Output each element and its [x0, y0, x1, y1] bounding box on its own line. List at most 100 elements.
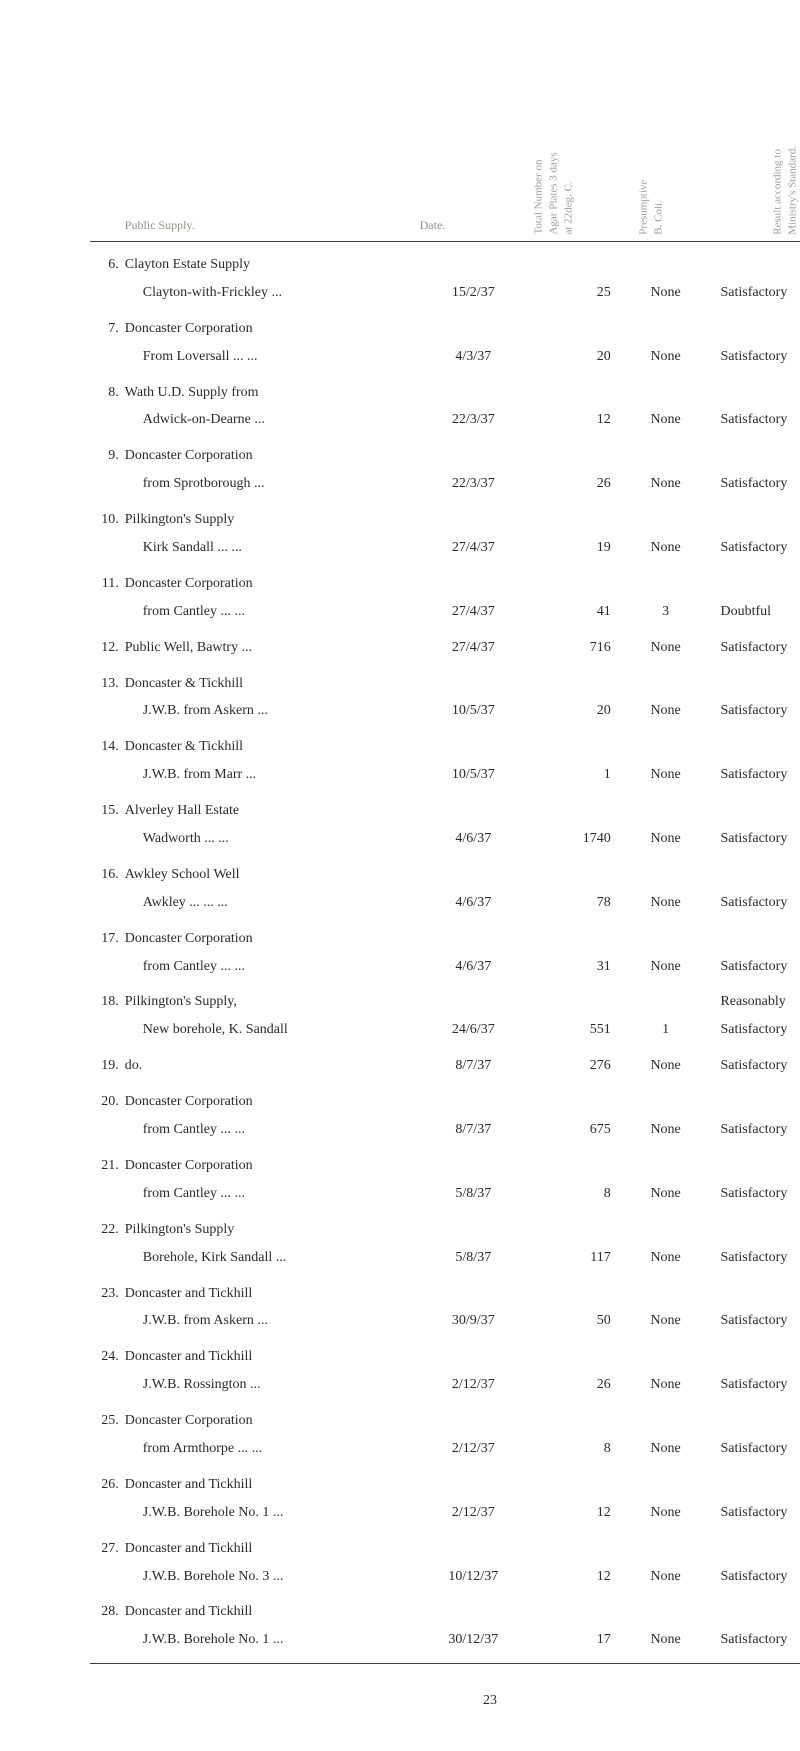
row-result: Satisfactory	[710, 1115, 800, 1143]
table-row: 24.Doncaster and Tickhill	[90, 1334, 800, 1370]
table-row: 16.Awkley School Well	[90, 852, 800, 888]
row-total: 276	[531, 1043, 621, 1079]
row-result	[710, 788, 800, 824]
row-result	[710, 1271, 800, 1307]
row-desc: from Cantley ... ...	[121, 1179, 416, 1207]
row-total: 26	[531, 1370, 621, 1398]
row-date: 8/7/37	[416, 1115, 531, 1143]
row-date: 30/12/37	[416, 1625, 531, 1653]
row-date	[416, 1589, 531, 1625]
row-total	[531, 370, 621, 406]
row-total	[531, 661, 621, 697]
row-number	[90, 1015, 121, 1043]
row-pres	[621, 242, 711, 278]
row-pres	[621, 979, 711, 1015]
table-row: from Cantley ... ...8/7/37675NoneSatisfa…	[90, 1115, 800, 1143]
row-date	[416, 1271, 531, 1307]
row-result	[710, 561, 800, 597]
row-total: 551	[531, 1015, 621, 1043]
row-desc: Awkley ... ... ...	[121, 888, 416, 916]
table-row: 25.Doncaster Corporation	[90, 1398, 800, 1434]
row-total: 12	[531, 405, 621, 433]
row-result	[710, 916, 800, 952]
table-row: From Loversall ... ...4/3/3720NoneSatisf…	[90, 342, 800, 370]
row-desc: New borehole, K. Sandall	[121, 1015, 416, 1043]
row-total	[531, 1334, 621, 1370]
row-desc: from Cantley ... ...	[121, 952, 416, 980]
row-desc: J.W.B. Rossington ...	[121, 1370, 416, 1398]
row-date: 22/3/37	[416, 469, 531, 497]
row-date	[416, 788, 531, 824]
table-row: from Cantley ... ...4/6/3731NoneSatisfac…	[90, 952, 800, 980]
row-date: 22/3/37	[416, 405, 531, 433]
row-total	[531, 1079, 621, 1115]
table-row: 17.Doncaster Corporation	[90, 916, 800, 952]
row-pres: None	[621, 760, 711, 788]
table-row: 15.Alverley Hall Estate	[90, 788, 800, 824]
row-result	[710, 242, 800, 278]
row-total	[531, 306, 621, 342]
row-total	[531, 852, 621, 888]
row-date	[416, 916, 531, 952]
row-total	[531, 1143, 621, 1179]
table-row: 8.Wath U.D. Supply from	[90, 370, 800, 406]
row-pres	[621, 1589, 711, 1625]
row-total	[531, 979, 621, 1015]
row-pres: None	[621, 278, 711, 306]
row-date	[416, 370, 531, 406]
row-pres: None	[621, 1115, 711, 1143]
row-total	[531, 1526, 621, 1562]
row-desc: Doncaster Corporation	[121, 561, 416, 597]
row-date: 10/12/37	[416, 1562, 531, 1590]
row-pres: None	[621, 1243, 711, 1271]
row-date	[416, 306, 531, 342]
row-total	[531, 497, 621, 533]
row-desc: Doncaster and Tickhill	[121, 1526, 416, 1562]
row-desc: Awkley School Well	[121, 852, 416, 888]
table-row: 7.Doncaster Corporation	[90, 306, 800, 342]
row-number	[90, 342, 121, 370]
row-total	[531, 561, 621, 597]
row-total: 675	[531, 1115, 621, 1143]
table-row: Borehole, Kirk Sandall ...5/8/37117NoneS…	[90, 1243, 800, 1271]
row-result	[710, 1526, 800, 1562]
row-date	[416, 1143, 531, 1179]
table-row: 10.Pilkington's Supply	[90, 497, 800, 533]
row-total: 19	[531, 533, 621, 561]
table-row: 9.Doncaster Corporation	[90, 433, 800, 469]
row-pres: None	[621, 1498, 711, 1526]
row-pres: None	[621, 625, 711, 661]
row-total: 12	[531, 1498, 621, 1526]
row-date: 30/9/37	[416, 1306, 531, 1334]
col-header-presumptive: Presumptive B. Coli.	[621, 120, 711, 242]
row-date: 4/6/37	[416, 824, 531, 852]
col-header-total: Total Number on Agar Plates 3 days at 22…	[531, 120, 621, 242]
table-row: New borehole, K. Sandall24/6/375511Satis…	[90, 1015, 800, 1043]
row-date: 27/4/37	[416, 597, 531, 625]
row-pres: None	[621, 342, 711, 370]
row-result: Satisfactory	[710, 1625, 800, 1653]
row-date	[416, 852, 531, 888]
row-result	[710, 1334, 800, 1370]
row-date: 10/5/37	[416, 696, 531, 724]
row-desc: Borehole, Kirk Sandall ...	[121, 1243, 416, 1271]
row-result: Satisfactory	[710, 469, 800, 497]
table-row: Clayton-with-Frickley ...15/2/3725NoneSa…	[90, 278, 800, 306]
row-number: 7.	[90, 306, 121, 342]
table-row: Awkley ... ... ...4/6/3778NoneSatisfacto…	[90, 888, 800, 916]
row-number: 19.	[90, 1043, 121, 1079]
row-total: 716	[531, 625, 621, 661]
row-result: Satisfactory	[710, 1498, 800, 1526]
row-number: 8.	[90, 370, 121, 406]
table-row: Wadworth ... ...4/6/371740NoneSatisfacto…	[90, 824, 800, 852]
row-result	[710, 661, 800, 697]
table-row: J.W.B. Borehole No. 1 ...2/12/3712NoneSa…	[90, 1498, 800, 1526]
table-row: 12.Public Well, Bawtry ...27/4/37716None…	[90, 625, 800, 661]
row-desc: Clayton-with-Frickley ...	[121, 278, 416, 306]
row-pres: None	[621, 952, 711, 980]
row-total	[531, 724, 621, 760]
row-desc: J.W.B. Borehole No. 1 ...	[121, 1498, 416, 1526]
row-total: 20	[531, 696, 621, 724]
row-desc: Doncaster and Tickhill	[121, 1271, 416, 1307]
row-desc: Doncaster Corporation	[121, 1143, 416, 1179]
